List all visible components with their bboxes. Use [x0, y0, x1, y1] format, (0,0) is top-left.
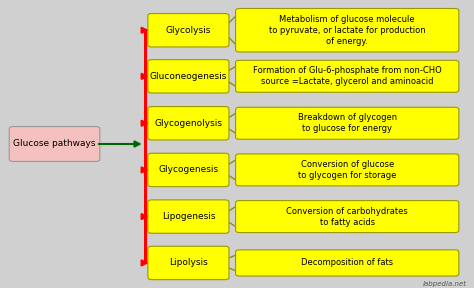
FancyBboxPatch shape	[148, 246, 229, 280]
FancyBboxPatch shape	[236, 200, 459, 233]
FancyBboxPatch shape	[148, 14, 229, 47]
FancyBboxPatch shape	[236, 250, 459, 276]
Text: Glycogenolysis: Glycogenolysis	[155, 119, 222, 128]
FancyBboxPatch shape	[236, 60, 459, 92]
Text: Glucose pathways: Glucose pathways	[13, 139, 96, 149]
Text: Gluconeogenesis: Gluconeogenesis	[150, 72, 227, 81]
Text: Glycolysis: Glycolysis	[166, 26, 211, 35]
Text: Breakdown of glycogen
to glucose for energy: Breakdown of glycogen to glucose for ene…	[298, 113, 397, 133]
FancyBboxPatch shape	[236, 8, 459, 52]
Text: Glycogenesis: Glycogenesis	[158, 165, 219, 175]
FancyBboxPatch shape	[236, 154, 459, 186]
Text: labpedia.net: labpedia.net	[423, 281, 467, 287]
Text: Conversion of carbohydrates
to fatty acids: Conversion of carbohydrates to fatty aci…	[286, 206, 408, 227]
FancyBboxPatch shape	[148, 153, 229, 187]
Text: Conversion of glucose
to glycogen for storage: Conversion of glucose to glycogen for st…	[298, 160, 396, 180]
FancyBboxPatch shape	[148, 107, 229, 140]
Text: Formation of Glu-6-phosphate from non-CHO
source =Lactate, glycerol and aminoaci: Formation of Glu-6-phosphate from non-CH…	[253, 66, 442, 86]
Text: Decomposition of fats: Decomposition of fats	[301, 258, 393, 268]
FancyBboxPatch shape	[236, 107, 459, 139]
Text: Metabolism of glucose molecule
to pyruvate, or lactate for production
of energy.: Metabolism of glucose molecule to pyruva…	[269, 15, 426, 46]
FancyBboxPatch shape	[148, 60, 229, 93]
FancyBboxPatch shape	[148, 200, 229, 233]
Text: Lipolysis: Lipolysis	[169, 258, 208, 268]
Text: Lipogenesis: Lipogenesis	[162, 212, 215, 221]
FancyBboxPatch shape	[9, 127, 100, 161]
